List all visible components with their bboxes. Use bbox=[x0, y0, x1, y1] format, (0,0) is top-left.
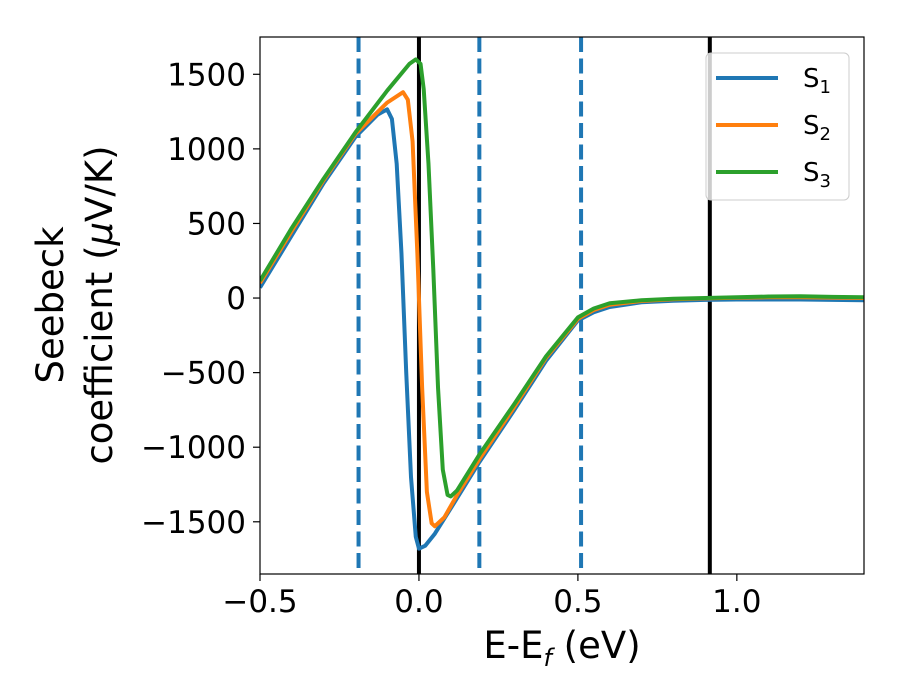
series-line-s3 bbox=[260, 57, 864, 499]
x-tick-label: −0.5 bbox=[222, 584, 297, 620]
y-axis-title-line1: Seebeck bbox=[29, 226, 72, 384]
legend-label-s2: S2 bbox=[803, 111, 831, 145]
legend-label-s3: S3 bbox=[803, 158, 831, 192]
y-tick-label: 1000 bbox=[167, 132, 246, 168]
x-axis-ticks: −0.5 0.0 0.5 1.0 bbox=[222, 574, 761, 620]
y-tick-label: −500 bbox=[161, 356, 246, 392]
y-tick-label: 1500 bbox=[167, 57, 246, 93]
legend: S1 S2 S3 bbox=[705, 52, 850, 201]
y-axis-title-line2: coefficient (μV/K) bbox=[78, 145, 121, 464]
x-tick-label: 1.0 bbox=[712, 584, 761, 620]
y-tick-label: 500 bbox=[187, 206, 246, 242]
y-tick-label: 0 bbox=[226, 281, 246, 317]
y-tick-label: −1000 bbox=[141, 430, 246, 466]
y-tick-label: −1500 bbox=[141, 505, 246, 541]
x-tick-label: 0.0 bbox=[394, 584, 443, 620]
legend-label-s1: S1 bbox=[803, 64, 831, 98]
x-tick-label: 0.5 bbox=[553, 584, 602, 620]
x-axis-title: E-Ef (eV) bbox=[483, 624, 640, 672]
plot-frame bbox=[259, 36, 865, 575]
y-axis-ticks: −1500 −1000 −500 0 500 1000 1500 bbox=[141, 57, 260, 541]
series-lines bbox=[260, 57, 864, 551]
